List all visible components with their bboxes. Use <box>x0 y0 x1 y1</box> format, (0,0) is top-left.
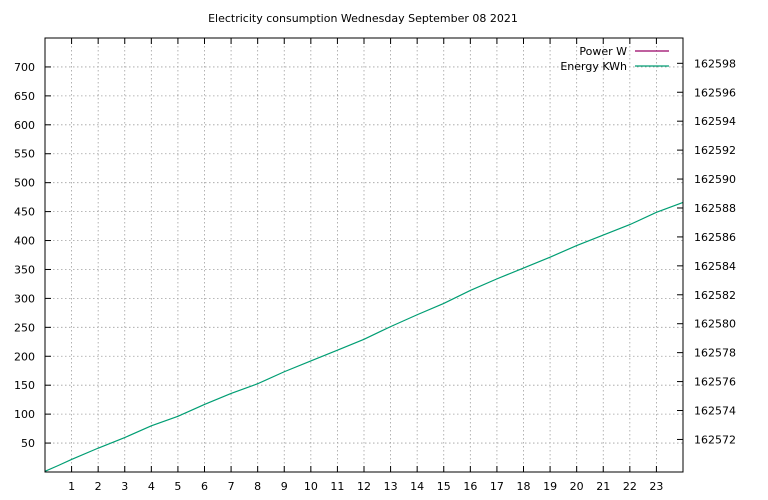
x-tick-label: 13 <box>384 480 398 493</box>
x-tick-label: 4 <box>148 480 155 493</box>
x-tick-label: 6 <box>201 480 208 493</box>
x-tick-label: 15 <box>437 480 451 493</box>
y-left-tick-label: 650 <box>14 90 35 103</box>
y-left-tick-label: 550 <box>14 148 35 161</box>
x-tick-label: 14 <box>410 480 424 493</box>
y-right-tick-label: 162592 <box>694 144 736 157</box>
chart-title: Electricity consumption Wednesday Septem… <box>208 12 518 25</box>
x-tick-label: 7 <box>228 480 235 493</box>
y-right-tick-label: 162572 <box>694 433 736 446</box>
x-tick-label: 3 <box>121 480 128 493</box>
x-tick-label: 11 <box>330 480 344 493</box>
y-left-tick-label: 150 <box>14 379 35 392</box>
x-tick-label: 22 <box>623 480 637 493</box>
y-right-tick-label: 162574 <box>694 405 736 418</box>
legend: Power W Energy KWh <box>560 45 669 73</box>
y-right-tick-label: 162578 <box>694 347 736 360</box>
legend-label: Power W <box>579 45 627 58</box>
y-right-tick-label: 162588 <box>694 202 736 215</box>
x-tick-label: 16 <box>463 480 477 493</box>
y-right-tick-label: 162598 <box>694 57 736 70</box>
y-left-tick-label: 700 <box>14 61 35 74</box>
series-layer <box>44 201 684 472</box>
y-left-tick-label: 250 <box>14 321 35 334</box>
y-left-tick-label: 500 <box>14 177 35 190</box>
x-tick-label: 17 <box>490 480 504 493</box>
y-left-tick-label: 200 <box>14 350 35 363</box>
y-left-tick-label: 400 <box>14 235 35 248</box>
y-right-tick-label: 162586 <box>694 231 736 244</box>
x-tick-label: 21 <box>596 480 610 493</box>
y-left-tick-label: 350 <box>14 263 35 276</box>
y-left-tick-label: 450 <box>14 206 35 219</box>
x-tick-label: 1 <box>68 480 75 493</box>
y-left-tick-label: 50 <box>21 437 35 450</box>
x-tick-label: 9 <box>281 480 288 493</box>
grid <box>45 38 683 472</box>
y-right-tick-label: 162582 <box>694 289 736 302</box>
tick-labels: 1 2 3 4 5 6 7 8 9 10 11 12 13 14 15 16 17 18 19 20 21 22 23501… <box>14 57 736 493</box>
series-line-1 <box>44 201 684 472</box>
y-right-tick-label: 162584 <box>694 260 736 273</box>
y-left-tick-label: 100 <box>14 408 35 421</box>
y-right-tick-label: 162580 <box>694 318 736 331</box>
y-right-tick-label: 162594 <box>694 115 736 128</box>
x-tick-label: 12 <box>357 480 371 493</box>
x-tick-label: 8 <box>254 480 261 493</box>
x-tick-label: 23 <box>649 480 663 493</box>
x-tick-label: 5 <box>174 480 181 493</box>
axis-ticks <box>45 38 683 472</box>
x-tick-label: 20 <box>570 480 584 493</box>
y-left-tick-label: 600 <box>14 119 35 132</box>
x-tick-label: 18 <box>517 480 531 493</box>
x-tick-label: 2 <box>95 480 102 493</box>
legend-label: Energy KWh <box>560 60 627 73</box>
y-right-tick-label: 162590 <box>694 173 736 186</box>
y-right-tick-label: 162576 <box>694 376 736 389</box>
x-tick-label: 19 <box>543 480 557 493</box>
y-right-tick-label: 162596 <box>694 86 736 99</box>
x-tick-label: 10 <box>304 480 318 493</box>
y-left-tick-label: 300 <box>14 292 35 305</box>
